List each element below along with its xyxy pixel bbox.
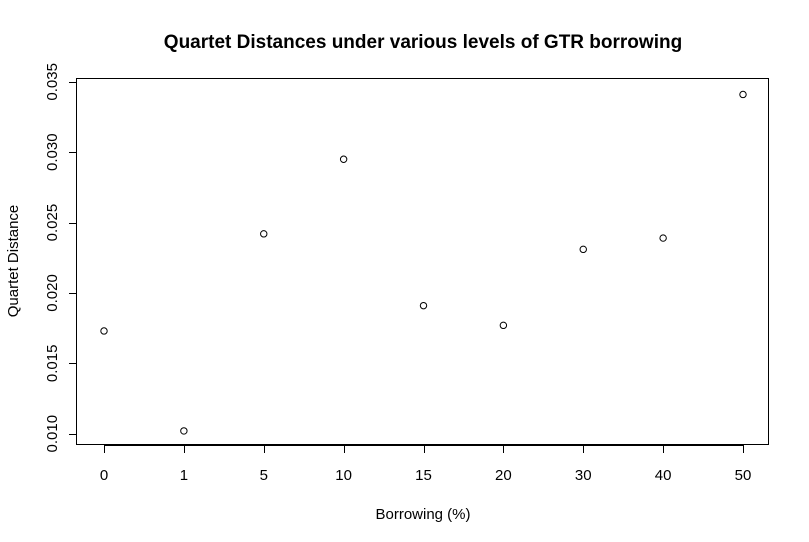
data-point xyxy=(100,327,108,335)
data-point xyxy=(579,245,587,254)
y-tick-label: 0.030 xyxy=(44,133,61,171)
x-tick-label: 30 xyxy=(575,467,592,484)
x-axis: 0 1 5 10 15 20 30 40 50 xyxy=(100,445,752,484)
x-tick-label: 50 xyxy=(735,467,752,484)
data-point xyxy=(339,155,348,163)
y-tick-label: 0.015 xyxy=(44,345,61,383)
y-axis-label: Quartet Distance xyxy=(5,205,22,318)
y-tick-label: 0.035 xyxy=(44,63,61,101)
data-point xyxy=(499,321,508,330)
data-point xyxy=(419,301,428,310)
x-tick-label: 20 xyxy=(495,467,512,484)
data-point xyxy=(739,90,747,99)
plot-area-frame xyxy=(76,78,769,445)
x-tick-label: 40 xyxy=(655,467,672,484)
y-axis: 0.010 0.015 0.020 0.025 0.030 0.035 xyxy=(44,63,77,453)
x-tick-label: 5 xyxy=(260,467,268,484)
data-point xyxy=(180,427,188,435)
data-point xyxy=(260,230,268,238)
y-tick-label: 0.010 xyxy=(44,415,61,453)
chart-title: Quartet Distances under various levels o… xyxy=(164,32,682,53)
x-tick-label: 1 xyxy=(180,467,188,484)
data-point xyxy=(659,234,667,242)
x-tick-label: 0 xyxy=(100,467,108,484)
x-axis-label: Borrowing (%) xyxy=(375,506,470,523)
y-tick-label: 0.025 xyxy=(44,204,61,242)
y-tick-label: 0.020 xyxy=(44,274,61,312)
x-tick-label: 15 xyxy=(415,467,432,484)
data-points xyxy=(100,90,747,435)
x-tick-label: 10 xyxy=(335,467,352,484)
